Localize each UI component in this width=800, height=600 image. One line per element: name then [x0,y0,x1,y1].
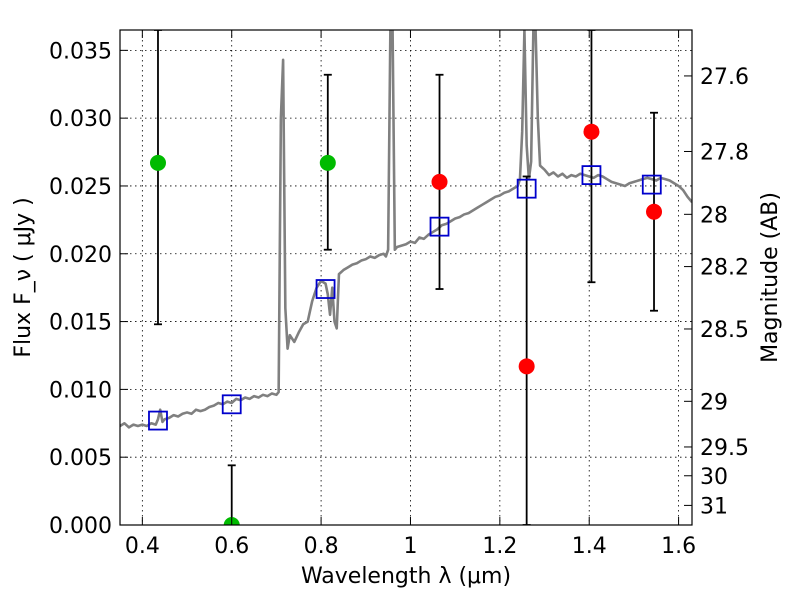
model-photometry-square [221,394,242,415]
red-data-point [583,123,600,140]
right-tick-label: 29.5 [700,436,749,461]
right-tick-label: 31 [700,494,728,519]
y-tick-label: 0.000 [49,514,112,539]
error-bars [153,30,659,525]
y-tick-label: 0.020 [49,243,112,268]
right-tick-label: 29 [700,390,728,415]
x-axis-label: Wavelength λ (μm) [301,564,511,589]
ticks: 0.4 0.6 0.8 1 1.2 1.4 1.6 0.000 0.005 0.010 0.015 0… [49,30,749,559]
y-axis-label: Flux F_ν ( μJy ) [11,197,36,357]
model-photometry-square [641,174,662,195]
model-spectrum [120,30,692,429]
y-tick-label: 0.010 [49,378,112,403]
photometry-markers [148,123,663,525]
x-tick-label: 0.6 [214,534,249,559]
model-spectrum-line [120,30,692,429]
red-data-point [518,358,535,375]
model-photometry-square [581,165,602,186]
y-tick-label: 0.015 [49,311,112,336]
right-tick-label: 30 [700,465,728,490]
green-data-point [149,154,166,171]
grid [120,30,692,526]
x-tick-label: 0.4 [125,534,160,559]
x-tick-label: 1 [403,534,417,559]
red-data-point [646,203,663,220]
y-tick-label: 0.030 [49,107,112,132]
green-data-point [319,154,336,171]
y-tick-label: 0.025 [49,175,112,200]
plot-frame [119,29,693,526]
model-photometry-square [429,216,450,237]
right-tick-label: 27.6 [700,65,749,90]
x-tick-label: 0.8 [304,534,339,559]
y-tick-label: 0.035 [49,39,112,64]
model-photometry-square [516,178,537,199]
x-tick-label: 1.2 [482,534,517,559]
x-tick-label: 1.6 [661,534,696,559]
right-tick-label: 28 [700,203,728,228]
red-data-point [431,173,448,190]
y-tick-label: 0.005 [49,446,112,471]
right-axis-label: Magnitude (AB) [758,192,783,363]
right-tick-label: 27.8 [700,140,749,165]
right-tick-label: 28.5 [700,318,749,343]
x-tick-label: 1.4 [572,534,607,559]
model-photometry-square [315,279,336,299]
right-tick-label: 28.2 [700,256,749,281]
model-photometry-square [148,410,168,431]
